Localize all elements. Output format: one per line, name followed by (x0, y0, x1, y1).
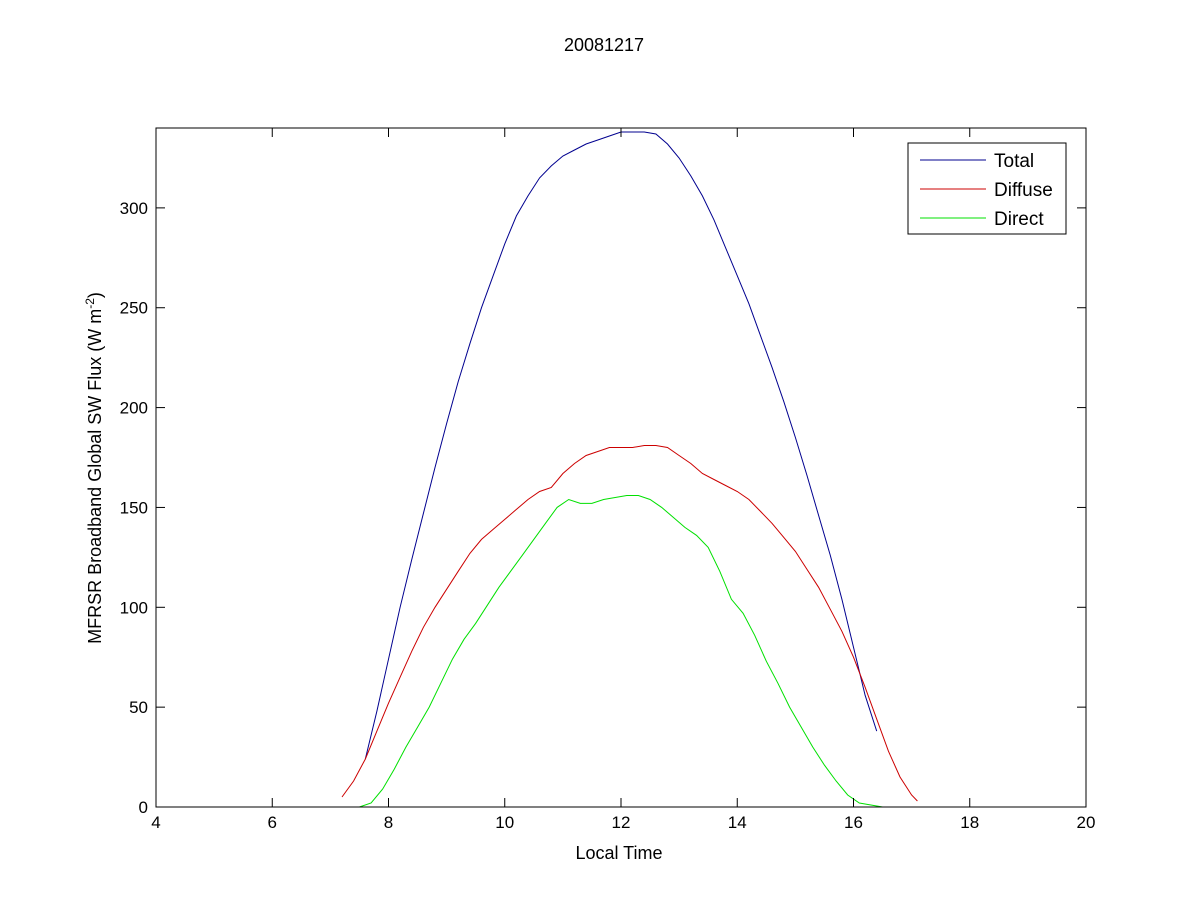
x-axis-label: Local Time (575, 843, 662, 863)
x-tick-label: 4 (151, 813, 160, 832)
y-tick-label: 150 (120, 498, 148, 517)
x-tick-label: 8 (384, 813, 393, 832)
x-tick-label: 14 (728, 813, 747, 832)
x-tick-label: 6 (268, 813, 277, 832)
plot-background (156, 128, 1086, 807)
y-tick-label: 50 (129, 698, 148, 717)
y-axis-label: MFRSR Broadband Global SW Flux (W m-2) (83, 292, 105, 644)
x-tick-label: 10 (495, 813, 514, 832)
y-axis-label-close: ) (85, 292, 105, 298)
chart-title: 20081217 (564, 35, 644, 55)
y-tick-label: 100 (120, 598, 148, 617)
y-tick-label: 300 (120, 199, 148, 218)
y-tick-label: 250 (120, 299, 148, 318)
y-axis-label-main: MFRSR Broadband Global SW Flux (W m (85, 309, 105, 644)
y-tick-label: 200 (120, 399, 148, 418)
legend-label-diffuse: Diffuse (994, 180, 1053, 201)
legend-label-total: Total (994, 151, 1034, 172)
y-tick-label: 0 (139, 798, 148, 817)
series-line-diffuse (341, 445, 918, 802)
x-tick-label: 16 (844, 813, 863, 832)
y-axis-label-superscript: -2 (83, 298, 97, 309)
x-tick-label: 18 (960, 813, 979, 832)
legend: Total Diffuse Direct (907, 142, 1067, 235)
x-tick-label: 12 (612, 813, 631, 832)
x-tick-label: 20 (1077, 813, 1096, 832)
legend-label-direct: Direct (994, 209, 1044, 230)
series-line-direct (359, 495, 918, 808)
